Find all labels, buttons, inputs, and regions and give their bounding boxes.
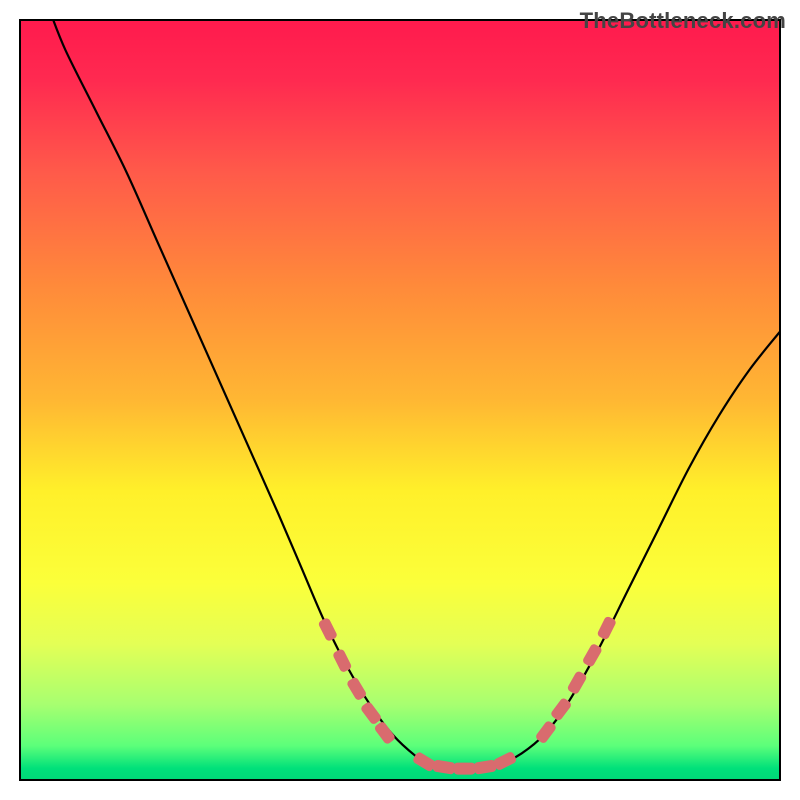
bottleneck-chart: TheBottleneck.com <box>0 0 800 800</box>
chart-background <box>20 20 780 780</box>
chart-svg <box>0 0 800 800</box>
curve-marker <box>454 763 476 775</box>
watermark-text: TheBottleneck.com <box>580 8 786 34</box>
